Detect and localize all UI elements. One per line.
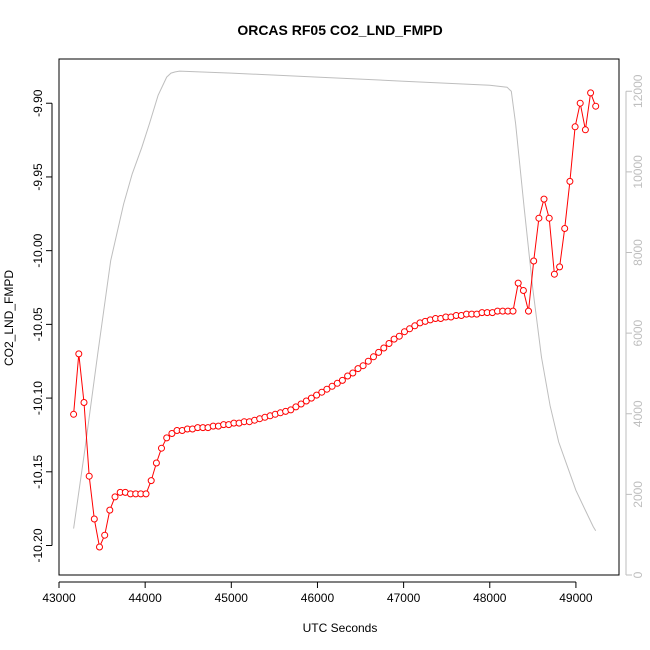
data-point: [349, 369, 357, 377]
data-point: [152, 459, 160, 467]
secondary-series-path: [73, 70, 597, 531]
secondary-series-line: [73, 70, 597, 531]
data-point: [323, 385, 331, 393]
y-tick-label: -10.15: [31, 454, 45, 488]
data-point: [344, 372, 352, 380]
data-point: [545, 214, 553, 222]
data-point: [147, 477, 155, 485]
data-point: [581, 126, 589, 134]
chart-title: ORCAS RF05 CO2_LND_FMPD: [237, 22, 442, 38]
x-axis-label: UTC Seconds: [303, 621, 378, 635]
data-point: [519, 287, 527, 294]
data-point: [111, 493, 119, 501]
data-point: [385, 340, 393, 347]
data-point: [401, 328, 408, 336]
x-tick-label: 48000: [473, 591, 507, 605]
data-point: [142, 490, 150, 498]
primary-series: [70, 89, 600, 551]
y2-tick-label: 12000: [631, 74, 645, 108]
y-axis-left: -10.20 -10.15 -10.10 -10.05 -10.00 -9.95 -9.90: [31, 89, 53, 563]
data-point: [566, 177, 574, 185]
data-point: [90, 515, 98, 523]
x-tick-label: 49000: [559, 591, 593, 605]
data-point: [287, 406, 295, 414]
data-point: [370, 353, 377, 361]
x-tick-label: 46000: [301, 591, 335, 605]
data-point: [70, 410, 78, 418]
x-axis: 43000 44000 45000 46000 47000 48000 49000: [42, 581, 593, 605]
data-point: [75, 350, 83, 358]
data-point: [333, 379, 341, 387]
data-point: [163, 434, 171, 442]
data-point: [550, 270, 558, 278]
data-point: [354, 365, 362, 373]
data-point: [168, 430, 176, 437]
y2-tick-label: 2000: [631, 481, 645, 508]
data-point: [556, 263, 564, 271]
y2-tick-label: 4000: [631, 400, 645, 427]
data-point: [106, 506, 114, 514]
y2-tick-label: 10000: [631, 155, 645, 189]
y-axis-right: 0 2000 4000 6000 8000 10000 12000: [625, 74, 645, 578]
data-point: [411, 322, 419, 330]
data-point: [307, 394, 315, 402]
y2-tick-label: 8000: [631, 239, 645, 266]
data-point: [85, 472, 93, 480]
data-point: [530, 257, 538, 265]
data-point: [292, 403, 300, 411]
y2-tick-label: 0: [631, 571, 645, 578]
y-tick-label: -9.95: [31, 163, 45, 191]
data-point: [328, 382, 336, 390]
y-axis-label: CO2_LND_FMPD: [2, 270, 16, 366]
data-point: [318, 388, 326, 396]
data-point: [561, 225, 569, 232]
plot-frame: [58, 58, 620, 576]
data-point: [297, 400, 305, 408]
y-tick-label: -10.05: [31, 307, 45, 341]
data-point: [375, 348, 383, 356]
data-point: [380, 344, 388, 352]
data-point: [96, 543, 103, 551]
data-point: [80, 399, 88, 406]
data-point: [576, 99, 584, 107]
y-tick-label: -10.20: [31, 528, 45, 562]
data-point: [535, 214, 543, 222]
data-point: [592, 102, 600, 110]
plot-box: [58, 58, 620, 576]
data-point: [359, 362, 367, 370]
data-point: [395, 332, 403, 340]
y-tick-label: -10.10: [31, 381, 45, 415]
data-point: [390, 335, 398, 343]
data-point: [313, 391, 321, 399]
x-tick-label: 44000: [128, 591, 162, 605]
data-point: [587, 89, 595, 97]
x-tick-label: 43000: [42, 591, 76, 605]
data-point: [338, 376, 346, 384]
x-tick-label: 47000: [387, 591, 421, 605]
data-point: [101, 531, 109, 539]
data-point: [525, 307, 532, 315]
data-point: [514, 279, 522, 287]
data-point: [509, 307, 517, 315]
x-tick-label: 45000: [215, 591, 249, 605]
data-point: [540, 195, 548, 203]
data-point: [158, 444, 165, 452]
data-point: [302, 397, 310, 405]
data-point: [406, 325, 414, 333]
y-tick-label: -9.90: [31, 89, 45, 117]
y2-tick-label: 6000: [631, 319, 645, 346]
data-point: [571, 123, 579, 131]
data-point: [364, 357, 372, 365]
y-tick-label: -10.00: [31, 233, 45, 267]
